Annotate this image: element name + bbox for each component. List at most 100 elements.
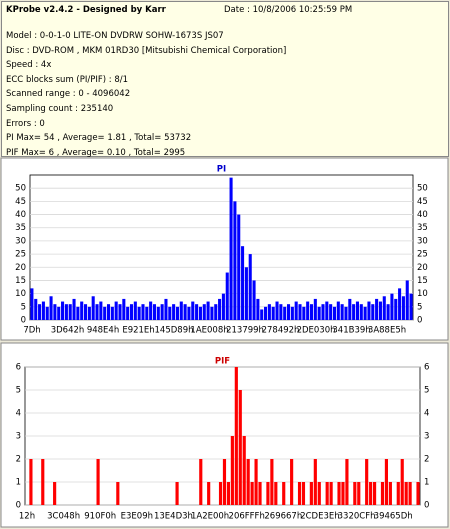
bar [168,306,172,320]
y-tick-label: 45 [15,197,26,207]
bar [329,304,333,320]
info-line: Disc : DVD-ROM , MKM 01RD30 [Mitsubishi … [6,45,287,56]
y-tick-label: 10 [15,289,26,299]
bar [106,304,111,320]
y2-tick-label: 5 [424,386,429,396]
bar [103,306,107,320]
x-tick-label: 2DE030h [297,326,336,336]
bar [145,306,149,320]
bar [30,288,34,320]
bar [375,298,379,320]
bar [156,306,160,320]
x-tick-label: 12h [19,512,35,522]
bar [264,306,268,320]
bar [405,280,409,320]
bar [313,298,317,320]
y-tick-label: 6 [16,363,21,373]
y-tick-label: 5 [21,302,26,312]
bar [352,304,356,320]
bar [388,482,392,505]
bar [34,298,38,320]
bar [137,306,141,320]
bar [187,306,191,320]
bar [325,482,329,505]
bar [348,298,352,320]
bar [172,304,176,320]
bar [198,306,202,320]
bar [260,309,264,320]
bar [332,306,337,320]
bar [175,482,179,505]
bar [357,482,361,505]
y2-tick-label: 35 [417,223,428,233]
y2-tick-label: 10 [417,289,428,299]
x-tick-label: 3A88E5h [368,326,406,336]
bar [372,482,377,505]
bar [116,482,120,505]
bar [258,482,262,505]
bar [390,293,394,320]
bar [394,298,398,320]
bar [329,482,333,505]
bar [386,304,390,320]
bar [234,367,238,505]
info-line: PIF Max= 6 , Average= 0.10 , Total= 2995 [6,147,186,158]
x-tick-label: 13E4D3h [154,512,193,522]
bar [404,482,408,505]
bar [353,482,357,505]
bar [416,482,420,505]
bar [68,304,72,320]
bar [382,296,386,320]
bar [241,246,245,320]
x-tick-label: 1A2E00h [191,512,229,522]
bar [384,459,389,505]
bar [149,301,153,320]
y-tick-label: 4 [16,409,21,419]
bar [45,306,49,320]
bar [41,459,45,505]
bar [355,301,359,320]
bar [270,459,274,505]
plot-area [29,174,414,321]
info-line: Model : 0-0-1-0 LITE-ON DVDRW SOHW-1673S… [6,31,224,41]
bar [336,301,340,320]
bar [363,306,367,320]
y-tick-label: 0 [16,501,21,511]
bar [110,306,114,320]
bar [152,304,157,320]
bar [301,482,306,505]
bar [126,306,130,320]
info-line: PI Max= 54 , Average= 1.81 , Total= 5373… [6,133,192,144]
bar [76,306,80,320]
bar [95,304,99,320]
bar [191,301,195,320]
y2-tick-label: 0 [417,316,422,326]
bar [286,304,291,320]
scan-date: Date : 10/8/2006 10:25:59 PM [224,5,353,15]
bar [72,298,76,320]
bar [61,301,65,320]
y-tick-label: 40 [15,210,26,220]
x-tick-label: 2CDE3Eh [300,512,339,522]
bar [283,306,287,320]
bar [218,482,223,505]
bar [225,272,229,320]
bar [256,298,260,320]
bar [313,459,317,505]
bar [179,301,183,320]
y2-tick-label: 4 [424,409,429,419]
bar [183,304,187,320]
bar [271,306,275,320]
x-tick-label: 269667h [264,512,302,522]
bar [238,390,242,505]
bar [49,296,53,320]
bar [84,304,88,320]
bar [229,177,233,320]
y-tick-label: 25 [15,250,26,260]
y2-tick-label: 25 [417,250,428,260]
bar [401,296,405,320]
info-panel: KProbe v2.4.2 - Designed by Karr Date : … [1,1,449,158]
y-tick-label: 15 [15,276,26,286]
y2-tick-label: 30 [417,236,428,246]
